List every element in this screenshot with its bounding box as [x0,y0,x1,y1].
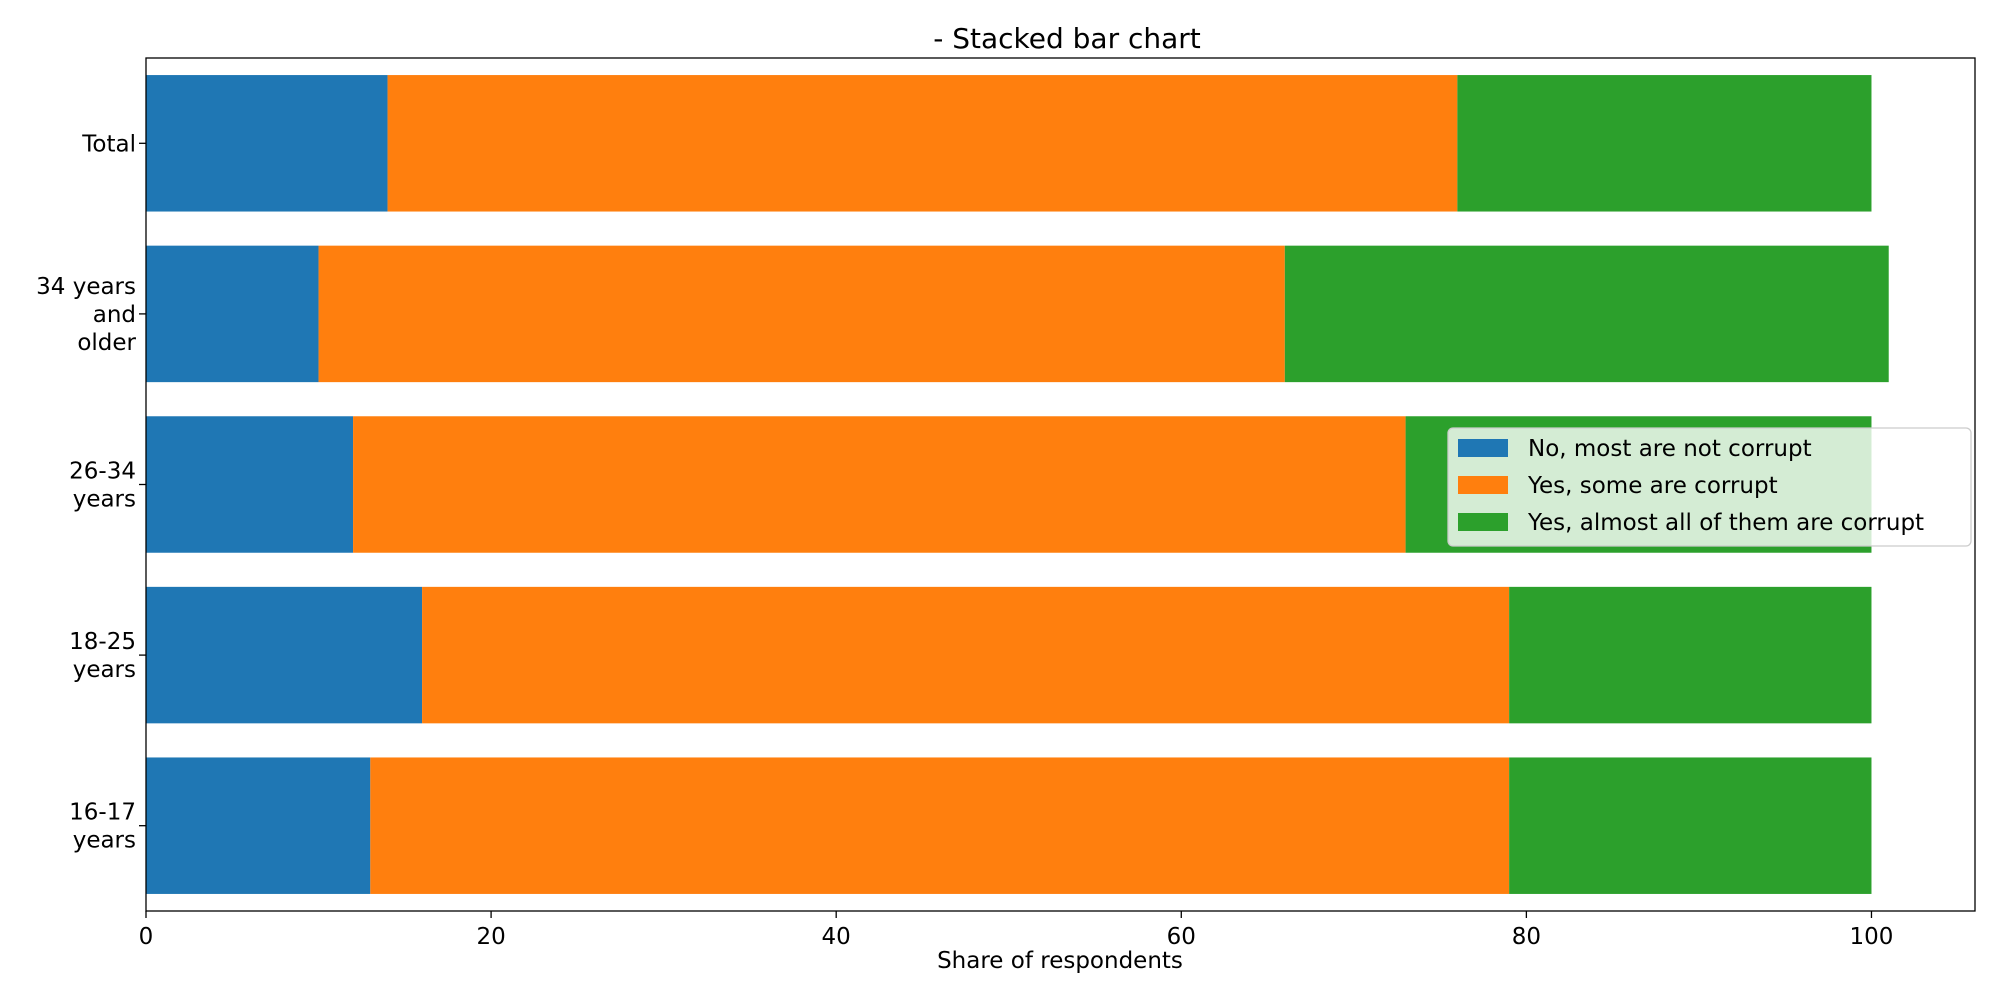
bar-segment-1-row-4 [146,245,319,383]
legend-swatch [1458,513,1508,531]
bar-segment-3-row-1 [1509,757,1872,894]
bar-segment-2-row-5 [387,75,1458,212]
y-tick-label: 34 years and older [36,274,136,356]
y-tick-label-line: years [73,657,136,683]
bar-segment-2-row-3 [353,416,1406,553]
bar-segment-1-row-2 [146,586,423,724]
bar-segment-2-row-1 [370,757,1510,894]
y-tick-label-line: years [73,487,136,513]
y-tick-label-line: 16-17 [69,800,136,826]
x-tick-label: 20 [476,924,505,950]
y-tick-label-line: 26-34 [69,459,136,485]
legend-swatch [1458,439,1508,457]
bar-segment-2-row-4 [318,245,1285,383]
bar-segment-1-row-3 [146,416,354,553]
x-axis: 0 20 40 60 80 100 [139,911,1894,950]
y-tick-label-line: 34 years [36,274,136,300]
bar-segment-3-row-4 [1284,245,1889,383]
bars-layer [146,75,1889,894]
legend: No, most are not corrupt Yes, some are co… [1447,427,1972,547]
y-tick-label: 18-25 years [69,629,136,683]
chart-title: - Stacked bar chart [933,22,1201,55]
bar-segment-2-row-2 [422,586,1510,724]
legend-label: Yes, some are corrupt [1527,473,1778,499]
bar-segment-3-row-2 [1509,586,1872,724]
x-tick-label: 60 [1167,924,1196,950]
y-tick-label: 26-34 years [69,459,136,513]
x-tick-label: 40 [822,924,851,950]
y-tick-label-line: 18-25 [69,629,136,655]
legend-label: No, most are not corrupt [1528,436,1812,462]
y-tick-label: Total [81,131,136,157]
x-tick-label: 100 [1850,924,1894,950]
x-axis-label: Share of respondents [937,948,1183,974]
y-tick-label-line: and [93,302,136,328]
y-tick-label-line: years [73,828,136,854]
bar-segment-3-row-5 [1457,75,1872,212]
bar-segment-1-row-1 [146,757,371,894]
x-tick-label: 80 [1512,924,1541,950]
y-tick-label-line: Total [81,131,136,157]
bar-segment-1-row-5 [146,75,388,212]
legend-swatch [1458,476,1508,494]
legend-label: Yes, almost all of them are corrupt [1527,510,1924,536]
legend-box [1447,427,1972,547]
y-tick-label: 16-17 years [69,800,136,854]
y-tick-label-line: older [77,330,136,356]
x-tick-label: 0 [139,924,154,950]
